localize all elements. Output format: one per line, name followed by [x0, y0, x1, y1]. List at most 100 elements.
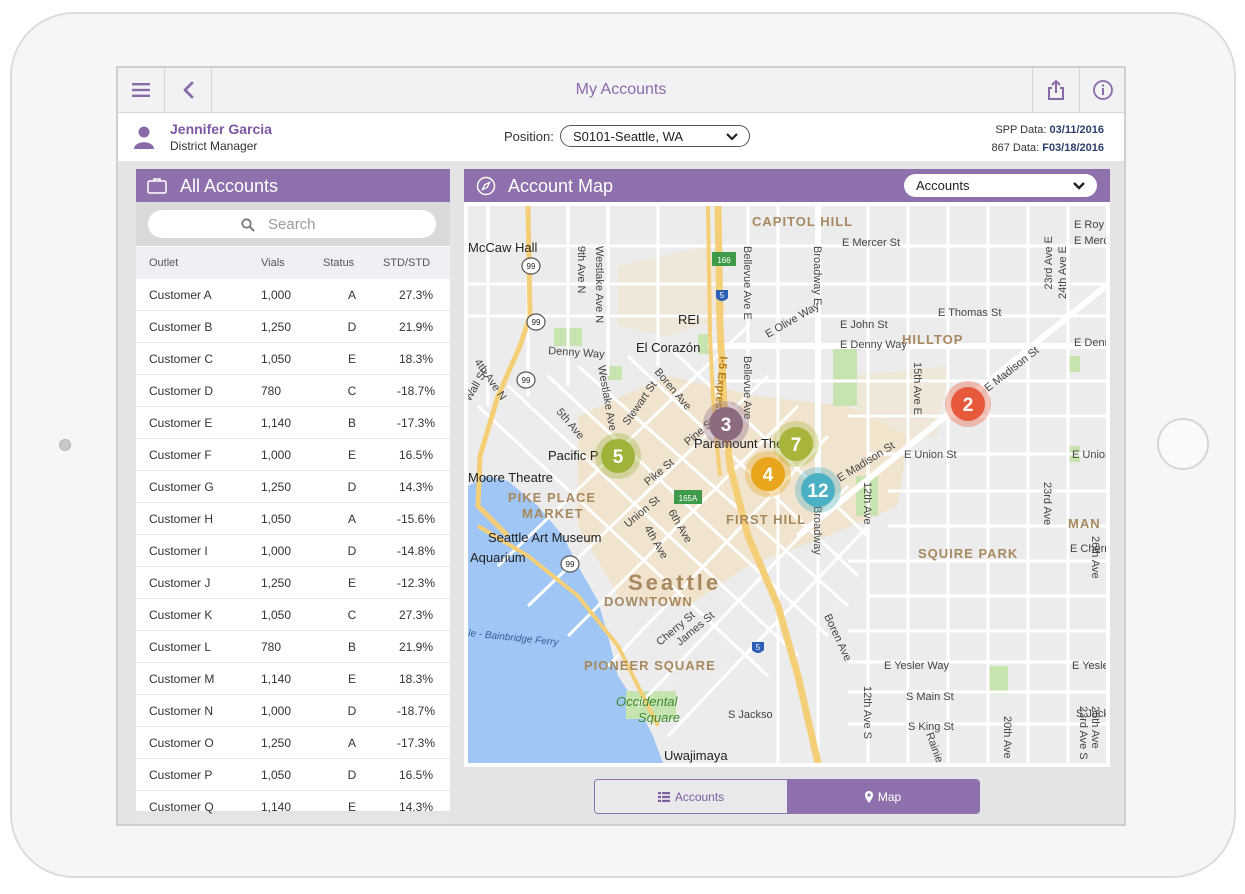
vials-cell: 1,000 — [260, 279, 322, 311]
cluster-count: 4 — [763, 465, 774, 486]
column-header-std[interactable]: STD/STD — [382, 247, 450, 279]
share-button[interactable] — [1033, 68, 1079, 112]
map-label-pioneer-square: PIONEER SQUARE — [584, 658, 716, 673]
cluster-marker[interactable]: 5 — [595, 433, 641, 479]
table-row[interactable]: Customer Q 1,140 E 14.3% — [136, 790, 450, 823]
home-button[interactable] — [1157, 418, 1209, 470]
street-e-denny-r: E Denny — [1074, 337, 1106, 349]
map-filter-select[interactable]: Accounts — [904, 174, 1097, 197]
table-row[interactable]: Customer I 1,000 D -14.8% — [136, 534, 450, 567]
cluster-count: 7 — [791, 435, 802, 456]
std-cell: -14.8% — [382, 534, 450, 567]
map-label-pacific: Pacific P — [548, 448, 599, 463]
table-row[interactable]: Customer A 1,000 A 27.3% — [136, 279, 450, 311]
chevron-left-icon — [183, 81, 194, 99]
position-label: Position: — [504, 129, 554, 144]
table-row[interactable]: Customer P 1,050 D 16.5% — [136, 758, 450, 791]
column-header-status[interactable]: Status — [322, 247, 382, 279]
map-view-button[interactable]: Map — [787, 780, 979, 813]
vials-cell: 1,050 — [260, 502, 322, 535]
cluster-marker[interactable]: 7 — [773, 421, 819, 467]
menu-button[interactable] — [118, 68, 164, 112]
vials-cell: 780 — [260, 374, 322, 407]
street-express: I-5 Express — [712, 356, 729, 416]
street-bellevue2: Bellevue Ave — [741, 356, 753, 419]
cluster-count: 5 — [613, 447, 624, 468]
status-cell: A — [322, 726, 382, 759]
shield-166-icon — [712, 252, 736, 266]
shield-i5-icon — [716, 290, 728, 301]
accounts-table: Outlet Vials Status STD/STD Customer A 1,… — [136, 247, 450, 824]
column-header-outlet[interactable]: Outlet — [136, 247, 260, 279]
table-row[interactable]: Customer F 1,000 E 16.5% — [136, 438, 450, 471]
table-row[interactable]: Customer C 1,050 E 18.3% — [136, 342, 450, 375]
accounts-view-button[interactable]: Accounts — [595, 780, 787, 813]
hamburger-icon — [132, 83, 150, 97]
status-cell: A — [322, 502, 382, 535]
vials-cell: 1,250 — [260, 470, 322, 503]
cluster-marker[interactable]: 4 — [745, 451, 791, 497]
table-row[interactable]: Customer L 780 B 21.9% — [136, 630, 450, 663]
shield-99-label: 99 — [527, 262, 536, 271]
shield-165a-icon — [674, 490, 702, 504]
table-row[interactable]: Customer N 1,000 D -18.7% — [136, 694, 450, 727]
status-cell: E — [322, 566, 382, 599]
867-label: 867 Data: — [991, 142, 1040, 154]
cluster-marker[interactable]: 12 — [795, 467, 841, 513]
list-icon — [657, 791, 670, 802]
map-label-first-hill: FIRST HILL — [726, 512, 806, 527]
status-cell: E — [322, 342, 382, 375]
street-twelfth: 12th Ave — [861, 482, 873, 525]
map-label-uwajimaya: Uwajimaya — [664, 748, 728, 763]
map-panel-title: Account Map — [508, 176, 614, 196]
table-row[interactable]: Customer O 1,250 A -17.3% — [136, 726, 450, 759]
street-e-denny: E Denny Way — [840, 339, 907, 351]
std-cell: -12.3% — [382, 566, 450, 599]
shield-99-label: 99 — [532, 318, 541, 327]
table-row[interactable]: Customer J 1,250 E -12.3% — [136, 566, 450, 599]
shield-i5-label: 5 — [720, 291, 725, 300]
vials-cell: 1,000 — [260, 438, 322, 471]
accounts-panel: All Accounts Search Outlet Vials Status … — [136, 169, 450, 824]
table-row[interactable]: Customer M 1,140 E 18.3% — [136, 662, 450, 695]
cluster-marker[interactable]: 2 — [945, 381, 991, 427]
table-row[interactable]: Customer E 1,140 B -17.3% — [136, 406, 450, 439]
outlet-cell: Customer M — [136, 662, 260, 695]
position-select[interactable]: S0101-Seattle, WA — [560, 125, 750, 147]
std-cell: 14.3% — [382, 790, 450, 823]
vials-cell: 1,000 — [260, 822, 322, 824]
std-cell: 16.5% — [382, 758, 450, 791]
status-cell: E — [322, 790, 382, 823]
map-panel: Account Map Accounts — [464, 169, 1110, 767]
table-row[interactable]: Customer R1,000C-15.6% — [136, 822, 450, 824]
map-label-squire-park: SQUIRE PARK — [918, 546, 1018, 561]
user-name: Jennifer Garcia — [170, 121, 272, 137]
street-e-mercer: E Mercer St — [842, 237, 900, 249]
table-row[interactable]: Customer H 1,050 A -15.6% — [136, 502, 450, 535]
street-e-cherry: E Cherry — [1070, 543, 1106, 555]
vials-cell: 1,050 — [260, 758, 322, 791]
outlet-cell: Customer Q — [136, 790, 260, 823]
table-row[interactable]: Customer G 1,250 D 14.3% — [136, 470, 450, 503]
column-header-vials[interactable]: Vials — [260, 247, 322, 279]
cluster-marker[interactable]: 3 — [703, 401, 749, 447]
cluster-markers[interactable]: 5 3 74 12 2 — [595, 381, 991, 513]
std-cell: 16.5% — [382, 438, 450, 471]
status-cell: C — [322, 598, 382, 631]
chevron-down-icon — [726, 133, 738, 141]
user-avatar-icon — [134, 126, 154, 149]
info-button[interactable] — [1080, 68, 1124, 112]
table-row[interactable]: Customer K 1,050 C 27.3% — [136, 598, 450, 631]
map-view[interactable]: 99 99 99 99 166 165A 5 5 CAPITO — [468, 206, 1106, 763]
street-twentythird2: 23rd Ave — [1041, 482, 1053, 525]
std-cell: -15.6% — [382, 822, 450, 824]
status-cell: B — [322, 630, 382, 663]
table-row[interactable]: Customer D 780 C -18.7% — [136, 374, 450, 407]
map-label-el-corazon: El Corazón — [636, 340, 700, 355]
std-cell: 21.9% — [382, 310, 450, 343]
status-cell: D — [322, 694, 382, 727]
street-bellevue: Bellevue Ave E — [741, 246, 753, 320]
back-button[interactable] — [165, 68, 211, 112]
search-input[interactable]: Search — [148, 210, 436, 238]
table-row[interactable]: Customer B 1,250 D 21.9% — [136, 310, 450, 343]
